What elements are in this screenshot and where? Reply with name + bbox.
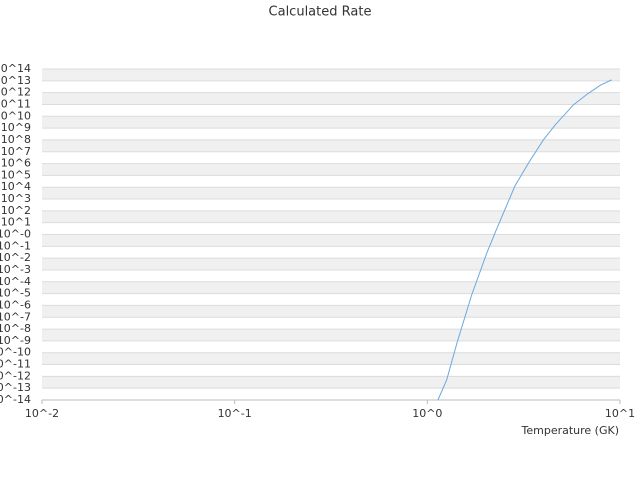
grid-band <box>42 92 620 105</box>
x-axis-label: Temperature (GK) <box>521 424 620 437</box>
grid-band <box>42 376 620 389</box>
x-tick-label: 10^1 <box>605 407 635 420</box>
y-tick-label: 10^6 <box>1 157 31 170</box>
grid-band <box>42 352 620 365</box>
y-tick-label: 10^8 <box>1 133 31 146</box>
y-tick-label: 10^13 <box>0 74 31 87</box>
y-tick-label: 10^2 <box>1 204 31 217</box>
y-tick-label: 10^7 <box>1 145 31 158</box>
chart-title: Calculated Rate <box>269 5 372 20</box>
y-tick-label: 10^11 <box>0 97 31 110</box>
y-tick-label: 10^-5 <box>0 287 31 300</box>
y-tick-label: 10^-1 <box>0 239 31 252</box>
grid-band <box>42 69 620 81</box>
y-tick-label: 10^1 <box>1 216 31 229</box>
y-tick-label: 10^14 <box>0 62 31 75</box>
y-tick-label: 10^10 <box>0 109 31 122</box>
x-tick-label: 10^-1 <box>218 407 252 420</box>
y-tick-label: 10^5 <box>1 168 31 181</box>
y-tick-label: 10^-10 <box>0 346 31 359</box>
data-line <box>437 79 612 401</box>
y-tick-label: 10^9 <box>1 121 31 134</box>
y-tick-label: 10^-13 <box>0 381 31 394</box>
y-tick-label: 10^-9 <box>0 334 31 347</box>
y-tick-label: 10^-3 <box>0 263 31 276</box>
y-tick-label: 10^4 <box>1 180 31 193</box>
x-tick-label: 10^-2 <box>25 407 59 420</box>
grid-band <box>42 210 620 223</box>
y-tick-label: 10^-11 <box>0 358 31 371</box>
y-tick-label: 10^-14 <box>0 393 31 406</box>
y-tick-label: 10^-4 <box>0 275 31 288</box>
grid-band <box>42 234 620 247</box>
grid-band <box>42 163 620 176</box>
y-tick-label: 10^-8 <box>0 322 31 335</box>
y-tick-label: 10^-12 <box>0 369 31 382</box>
y-tick-label: 10^-2 <box>0 251 31 264</box>
grid-band <box>42 281 620 294</box>
y-tick-label: 10^3 <box>1 192 31 205</box>
grid-band <box>42 139 620 152</box>
grid-band <box>42 305 620 318</box>
y-tick-label: 10^12 <box>0 86 31 99</box>
x-tick-label: 10^0 <box>412 407 442 420</box>
grid-band <box>42 187 620 200</box>
grid-band <box>42 329 620 341</box>
y-tick-label: 10^-0 <box>0 228 31 241</box>
grid-band <box>42 258 620 270</box>
grid-band <box>42 116 620 129</box>
y-tick-label: 10^-7 <box>0 310 31 323</box>
y-tick-label: 10^-6 <box>0 298 31 311</box>
